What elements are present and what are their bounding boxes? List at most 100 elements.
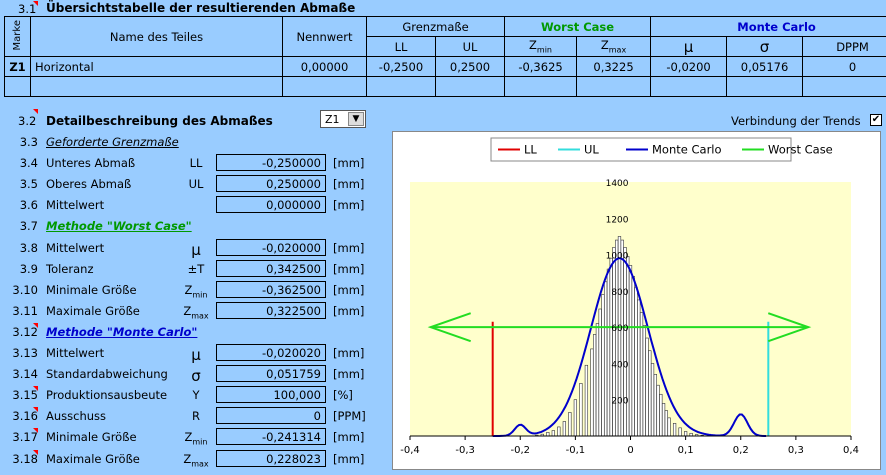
monte-carlo-title: Methode "Monte Carlo" bbox=[46, 325, 198, 339]
histogram-bar bbox=[642, 325, 646, 437]
histogram-bar bbox=[593, 334, 597, 437]
histogram-bar bbox=[606, 268, 611, 437]
zmin-header: Zmin bbox=[504, 36, 578, 57]
row-symbol: μ bbox=[191, 241, 201, 259]
value-field[interactable]: 0,322500 bbox=[216, 302, 326, 319]
row-number: 3.3 bbox=[19, 135, 38, 149]
value-field[interactable]: -0,241314 bbox=[216, 428, 326, 445]
row-symbol: Y bbox=[192, 388, 200, 402]
value-field[interactable]: -0,362500 bbox=[216, 281, 326, 298]
histogram-bar bbox=[551, 430, 555, 437]
value-field[interactable]: -0,020020 bbox=[216, 344, 326, 361]
value-field[interactable]: 0,342500 bbox=[216, 260, 326, 277]
table-row[interactable]: Z1 Horizontal 0,00000 -0,2500 0,2500 -0,… bbox=[4, 56, 886, 77]
histogram-bar bbox=[557, 426, 561, 437]
row-label: Mittelwert bbox=[46, 241, 105, 255]
worst-case-title: Methode "Worst Case" bbox=[46, 219, 192, 233]
chevron-down-icon[interactable]: ▼ bbox=[348, 112, 364, 126]
chart-area: LL UL Monte Carlo Worst Case -0,4 -0,3 -0,2 -0,… bbox=[392, 131, 881, 470]
legend-item: LL bbox=[524, 143, 537, 157]
histogram-bar bbox=[661, 403, 666, 437]
name-cell[interactable]: Horizontal bbox=[30, 56, 283, 77]
row-symbol: Zmax bbox=[183, 304, 209, 321]
grenzmasse-header: Grenzmaße bbox=[365, 16, 506, 37]
value-field[interactable]: -0,250000 bbox=[216, 154, 326, 171]
row-label: Mittelwert bbox=[46, 346, 105, 360]
y-tick-label: 1200 bbox=[606, 215, 629, 225]
histogram-bar bbox=[573, 399, 577, 437]
x-tick-label: -0,1 bbox=[566, 445, 586, 456]
histogram-bar bbox=[623, 247, 627, 437]
histogram-bar bbox=[546, 432, 550, 437]
nennwert-cell[interactable]: 0,00000 bbox=[282, 56, 367, 77]
dppm-cell[interactable]: 0 bbox=[802, 56, 886, 77]
row-symbol: UL bbox=[188, 177, 204, 191]
histogram-bar bbox=[637, 299, 641, 437]
legend-item: Worst Case bbox=[768, 143, 833, 157]
x-tick-label: 0,4 bbox=[843, 445, 859, 456]
row-number: 3.4 bbox=[19, 156, 38, 170]
zmax-cell[interactable]: 0,3225 bbox=[576, 56, 652, 77]
unit-label: [PPM] bbox=[333, 409, 366, 423]
unit-label: [mm] bbox=[333, 346, 365, 360]
histogram-bar bbox=[672, 422, 677, 437]
histogram-bar bbox=[667, 417, 671, 437]
y-tick-label: 600 bbox=[611, 324, 628, 334]
row-label: Unteres Abmaß bbox=[46, 156, 136, 170]
comment-marker bbox=[33, 407, 38, 412]
comment-marker bbox=[33, 386, 38, 391]
worst-case-arrow-left bbox=[427, 312, 472, 343]
unit-label: [mm] bbox=[333, 304, 365, 318]
mu-cell[interactable]: -0,0200 bbox=[650, 56, 728, 77]
histogram-bar bbox=[612, 247, 616, 437]
zmax-header: Zmax bbox=[576, 36, 652, 57]
unit-label: [mm] bbox=[333, 283, 365, 297]
sigma-cell[interactable]: 0,05176 bbox=[726, 56, 804, 77]
unit-label: [mm] bbox=[333, 241, 365, 255]
histogram-bar bbox=[595, 323, 600, 437]
value-field[interactable]: 0 bbox=[216, 407, 326, 424]
row-label: Maximale Größe bbox=[46, 304, 140, 318]
histogram-bar bbox=[684, 431, 688, 437]
row-label: Mittelwert bbox=[46, 198, 105, 212]
comment-marker bbox=[33, 428, 38, 433]
ul-header: UL bbox=[434, 36, 506, 57]
comment-marker bbox=[33, 323, 38, 328]
legend-item: Monte Carlo bbox=[652, 143, 722, 157]
histogram-bar bbox=[590, 348, 594, 437]
row-symbol: μ bbox=[191, 346, 201, 364]
zmin-cell[interactable]: -0,3625 bbox=[504, 56, 578, 77]
trend-checkbox[interactable]: ✔ bbox=[870, 114, 882, 126]
value-field[interactable]: 100,000 bbox=[216, 386, 326, 403]
histogram-bar bbox=[653, 374, 657, 437]
table-row-empty[interactable] bbox=[4, 76, 886, 97]
histogram-bar bbox=[664, 410, 668, 437]
subsection-title: Geforderte Grenzmaße bbox=[46, 135, 179, 149]
value-field[interactable]: 0,051759 bbox=[216, 365, 326, 382]
comment-marker bbox=[33, 1, 38, 6]
unit-label: [mm] bbox=[333, 430, 365, 444]
value-field[interactable]: 0,228023 bbox=[216, 450, 326, 467]
value-field[interactable]: 0,000000 bbox=[216, 196, 326, 213]
overview-table: Marke Name des Teiles Nennwert Grenzmaße… bbox=[4, 16, 886, 97]
histogram-bar bbox=[626, 256, 630, 437]
ll-header: LL bbox=[366, 36, 436, 57]
histogram-bar bbox=[639, 312, 644, 437]
row-symbol: Zmax bbox=[183, 452, 209, 469]
dropdown-value: Z1 bbox=[325, 113, 340, 126]
histogram-bar bbox=[609, 257, 613, 437]
ll-cell[interactable]: -0,2500 bbox=[366, 56, 436, 77]
marke-cell[interactable]: Z1 bbox=[4, 56, 31, 77]
monte-carlo-curve bbox=[492, 257, 767, 437]
overview-table-container: Marke Name des Teiles Nennwert Grenzmaße… bbox=[4, 16, 886, 100]
value-field[interactable]: 0,250000 bbox=[216, 175, 326, 192]
trend-label: Verbindung der Trends bbox=[731, 114, 861, 128]
value-field[interactable]: -0,020000 bbox=[216, 239, 326, 256]
row-number: 3.17 bbox=[12, 430, 38, 444]
marke-dropdown[interactable]: Z1 ▼ bbox=[320, 110, 366, 128]
ul-cell[interactable]: 0,2500 bbox=[434, 56, 506, 77]
histogram-bar bbox=[656, 384, 660, 437]
marke-header: Marke bbox=[4, 16, 31, 57]
histogram-bar bbox=[648, 350, 652, 437]
histogram-chart: LL UL Monte Carlo Worst Case -0,4 -0,3 -0,2 -0,… bbox=[400, 137, 859, 456]
